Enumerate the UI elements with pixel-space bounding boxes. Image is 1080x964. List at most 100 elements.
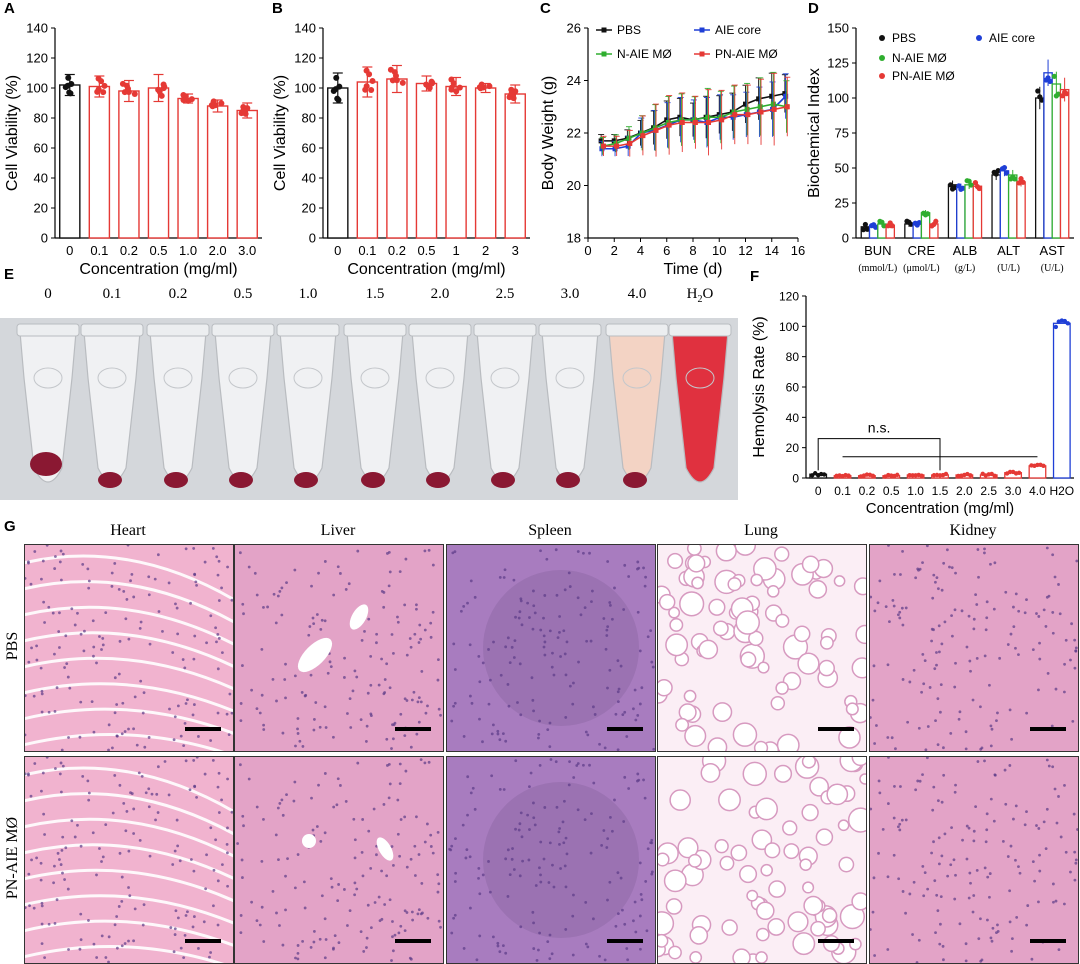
nucleus: [397, 833, 400, 836]
nucleus: [580, 613, 583, 616]
nucleus: [897, 825, 900, 828]
nucleus: [42, 560, 45, 563]
scale-bar: [395, 939, 431, 943]
nucleus: [500, 674, 503, 677]
nucleus: [937, 743, 940, 746]
nucleus: [59, 773, 62, 776]
nucleus: [636, 561, 639, 564]
nucleus: [217, 786, 220, 789]
alveolus: [751, 574, 762, 585]
nucleus: [627, 575, 630, 578]
nucleus: [882, 828, 885, 831]
nucleus: [58, 611, 61, 614]
nucleus: [954, 608, 957, 611]
nucleus: [24, 773, 27, 776]
nucleus: [1037, 900, 1040, 903]
nucleus: [936, 909, 939, 912]
nucleus: [1017, 610, 1020, 613]
nucleus: [946, 875, 949, 878]
nucleus: [492, 723, 495, 726]
nucleus: [551, 952, 554, 955]
nucleus: [521, 835, 524, 838]
nucleus: [314, 701, 317, 704]
nucleus: [319, 840, 322, 843]
y-tick-label: 125: [827, 56, 849, 71]
nucleus: [95, 662, 98, 665]
nucleus: [454, 702, 457, 705]
legend-label: N-AIE MØ: [892, 51, 947, 65]
nucleus: [977, 576, 980, 579]
alveolus: [803, 556, 819, 572]
nucleus: [590, 812, 593, 815]
nucleus: [240, 702, 243, 705]
nucleus: [239, 763, 242, 766]
y-tick-label: 100: [26, 81, 48, 96]
tube-label: 1.0: [286, 286, 330, 303]
nucleus: [482, 873, 485, 876]
nucleus: [902, 624, 905, 627]
nucleus: [369, 655, 372, 658]
histology-image: [446, 756, 656, 964]
data-point: [1002, 165, 1007, 170]
nucleus: [194, 580, 197, 583]
nucleus: [332, 594, 335, 597]
nucleus: [992, 927, 995, 930]
nucleus: [148, 736, 151, 739]
nucleus: [489, 891, 492, 894]
nucleus: [101, 637, 104, 640]
alveolus: [756, 798, 777, 819]
nucleus: [974, 593, 977, 596]
nucleus: [1032, 860, 1035, 863]
nucleus: [60, 579, 63, 582]
legend-label: PBS: [617, 23, 641, 37]
nucleus: [353, 893, 356, 896]
tube-cap: [539, 324, 601, 336]
nucleus: [1008, 764, 1011, 767]
y-tick-label: 40: [302, 171, 316, 186]
nucleus: [605, 648, 608, 651]
alveolus: [657, 912, 673, 935]
nucleus: [460, 610, 463, 613]
x-tick-label: 2.0: [209, 243, 227, 258]
nucleus: [562, 629, 565, 632]
nucleus: [390, 959, 393, 962]
nucleus: [986, 876, 989, 879]
nucleus: [564, 865, 567, 868]
nucleus: [437, 831, 440, 834]
nucleus: [450, 720, 453, 723]
nucleus: [330, 877, 333, 880]
nucleus: [174, 715, 177, 718]
nucleus: [114, 923, 117, 926]
tube-label: 0.2: [156, 286, 200, 303]
nucleus: [221, 651, 224, 654]
nucleus: [650, 841, 653, 844]
nucleus: [391, 935, 394, 938]
nucleus: [241, 859, 244, 862]
nucleus: [469, 643, 472, 646]
nucleus: [175, 909, 178, 912]
nucleus: [592, 782, 595, 785]
nucleus: [212, 904, 215, 907]
data-point: [680, 120, 685, 125]
nucleus: [556, 806, 559, 809]
nucleus: [926, 544, 929, 547]
data-point: [1064, 91, 1069, 96]
nucleus: [226, 851, 229, 854]
nucleus: [415, 815, 418, 818]
nucleus: [611, 618, 614, 621]
nucleus: [338, 941, 341, 944]
nucleus: [615, 925, 618, 928]
nucleus: [42, 772, 45, 775]
nucleus: [519, 713, 522, 716]
nucleus: [293, 781, 296, 784]
data-point: [429, 81, 435, 87]
nucleus: [362, 950, 365, 953]
nucleus: [559, 867, 562, 870]
nucleus: [608, 601, 611, 604]
nucleus: [147, 787, 150, 790]
nucleus: [282, 732, 285, 735]
nucleus: [171, 863, 174, 866]
data-point: [705, 115, 710, 120]
nucleus: [193, 785, 196, 788]
bar: [237, 111, 257, 239]
